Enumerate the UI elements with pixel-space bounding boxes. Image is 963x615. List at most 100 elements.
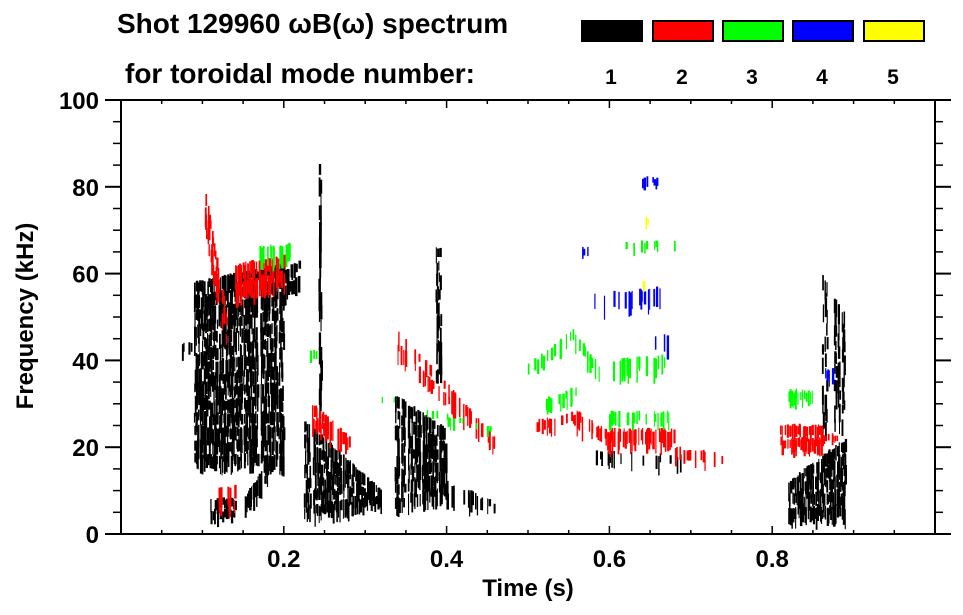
spectral-mark xyxy=(327,443,329,466)
spectral-mark xyxy=(601,451,603,466)
spectral-mark xyxy=(787,439,789,449)
spectral-mark xyxy=(250,452,252,465)
spectral-mark xyxy=(275,382,279,398)
spectral-mark xyxy=(624,431,627,449)
spectral-mark xyxy=(655,240,658,247)
spectral-mark xyxy=(280,319,282,331)
spectral-mark xyxy=(354,496,357,515)
spectral-mark xyxy=(203,368,206,385)
spectral-mark xyxy=(271,427,274,439)
feature-mode-3-1 xyxy=(309,349,318,363)
spectral-mark xyxy=(653,357,656,384)
spectral-mark xyxy=(268,311,271,321)
spectral-mark xyxy=(536,422,539,433)
spectral-mark xyxy=(230,329,233,343)
spectral-mark xyxy=(282,321,285,339)
spectral-mark xyxy=(348,436,351,448)
spectral-mark xyxy=(418,366,421,384)
spectral-mark xyxy=(825,478,827,488)
spectral-mark xyxy=(253,272,256,288)
spectral-mark xyxy=(436,488,438,507)
spectral-mark xyxy=(264,395,267,417)
spectral-mark xyxy=(231,373,234,391)
spectral-mark xyxy=(419,451,421,467)
spectral-mark xyxy=(629,358,631,379)
spectral-mark xyxy=(232,359,235,377)
spectral-mark xyxy=(203,351,206,366)
spectral-mark xyxy=(218,487,221,505)
spectral-mark xyxy=(804,507,806,523)
spectral-mark xyxy=(205,411,208,428)
feature-mode-3-9 xyxy=(788,388,813,410)
spectral-mark xyxy=(646,241,649,250)
spectral-mark xyxy=(188,342,191,355)
spectral-mark xyxy=(313,349,316,360)
spectral-mark xyxy=(216,319,219,329)
spectral-mark xyxy=(810,392,812,405)
spectral-mark xyxy=(452,390,455,420)
spectral-mark xyxy=(240,344,242,356)
spectral-mark xyxy=(423,461,426,476)
spectral-mark xyxy=(264,355,266,369)
spectral-mark xyxy=(808,438,810,455)
legend-label-mode-5: 5 xyxy=(887,66,899,89)
spectral-mark xyxy=(821,434,824,447)
spectral-mark xyxy=(438,302,440,318)
spectral-mark xyxy=(208,372,210,388)
spectral-mark xyxy=(647,289,650,315)
spectral-mark xyxy=(297,276,301,293)
spectral-mark xyxy=(446,413,449,420)
spectral-mark xyxy=(219,344,222,363)
spectral-mark xyxy=(257,453,260,467)
spectral-mark xyxy=(264,440,268,452)
spectral-mark xyxy=(582,343,586,356)
spectral-mark xyxy=(414,424,417,445)
spectral-mark xyxy=(402,443,404,462)
series-mode-4 xyxy=(582,176,835,387)
spectral-mark xyxy=(320,478,323,496)
spectral-mark xyxy=(815,437,819,447)
spectral-mark xyxy=(212,345,215,360)
spectral-mark xyxy=(245,383,247,393)
spectral-mark xyxy=(374,496,377,512)
spectral-mark xyxy=(475,493,477,510)
spectral-mark xyxy=(591,358,594,369)
spectral-mark xyxy=(235,453,237,465)
spectral-mark xyxy=(260,427,263,436)
spectral-mark xyxy=(562,393,565,409)
spectral-mark xyxy=(220,360,222,371)
spectral-mark xyxy=(212,307,214,322)
spectral-mark xyxy=(834,476,836,493)
spectral-mark xyxy=(416,465,419,482)
spectral-mark xyxy=(364,488,366,499)
spectral-mark xyxy=(467,406,469,426)
spectral-mark xyxy=(427,416,429,430)
spectral-mark xyxy=(462,418,464,424)
spectral-mark xyxy=(821,344,824,355)
spectral-mark xyxy=(212,429,215,446)
spectral-mark xyxy=(819,425,822,435)
spectral-mark xyxy=(213,319,216,335)
spectral-mark xyxy=(411,493,414,513)
spectral-mark xyxy=(819,440,821,457)
spectral-mark xyxy=(221,388,224,403)
spectral-mark xyxy=(213,271,216,286)
spectral-mark xyxy=(340,499,343,511)
spectral-mark xyxy=(438,341,441,357)
spectral-mark xyxy=(428,460,431,474)
spectral-mark xyxy=(784,440,787,449)
spectral-mark xyxy=(219,415,222,434)
spectral-mark xyxy=(312,418,314,437)
spectral-mark xyxy=(430,445,433,459)
spectral-mark xyxy=(459,417,462,424)
spectral-mark xyxy=(231,455,233,473)
spectral-mark xyxy=(218,386,221,405)
spectral-mark xyxy=(357,470,361,486)
spectral-mark xyxy=(436,437,438,446)
spectral-mark xyxy=(818,458,820,477)
spectral-mark xyxy=(331,501,334,519)
feature-mode-1-6 xyxy=(318,164,323,432)
legend-swatch-mode-4 xyxy=(792,20,854,42)
spectral-mark xyxy=(811,390,813,404)
spectral-mark xyxy=(824,506,827,520)
